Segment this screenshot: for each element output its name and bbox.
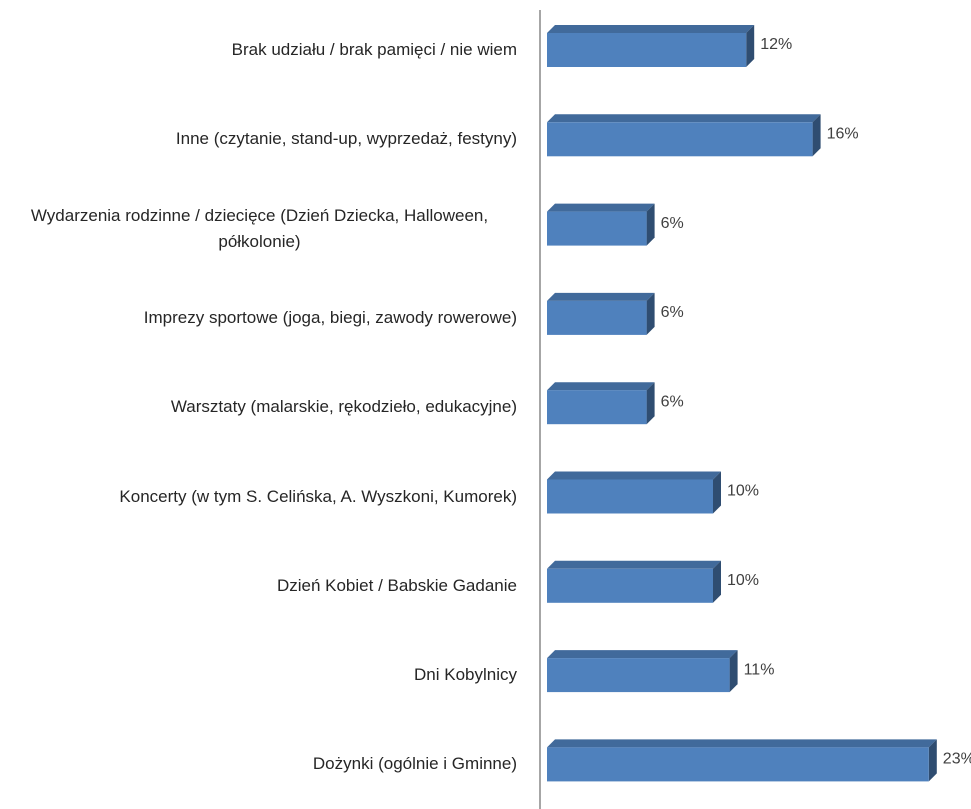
bar-side [812,114,821,157]
bar [547,114,821,157]
data-label: 6% [661,304,684,321]
data-label: 6% [661,393,684,410]
bar-front [547,300,647,335]
category-label: Imprezy sportowe (joga, biegi, zawody ro… [143,307,517,327]
category-label-box: Brak udziału / brak pamięci / nie wiem [0,20,517,80]
category-label: Brak udziału / brak pamięci / nie wiem [231,40,517,59]
bar [547,560,721,603]
category-label: Dożynki (ogólnie i Gminne) [312,754,517,774]
data-label: 11% [744,661,775,678]
data-label: 6% [661,215,684,232]
bar-side [646,292,655,335]
bar-front [547,658,730,693]
bar-top [547,25,755,33]
bar-front [547,747,929,782]
data-label: 23% [943,751,971,768]
bar-top [547,382,655,391]
bar [547,203,655,246]
category-label-box: Dzień Kobiet / Babskie Gadanie [0,556,517,616]
bar-top [547,471,721,480]
category-label: Koncerty (w tym S. Celińska, A. Wyszkoni… [119,486,517,506]
bar-top [547,114,821,123]
category-label-box: Wydarzenia rodzinne / dziecięce (Dzień D… [0,199,517,259]
bar-side [713,471,721,514]
data-label: 10% [727,483,759,500]
bar [547,292,655,335]
data-label: 10% [727,572,759,589]
bar-front [547,211,647,246]
category-label: Warsztaty (malarskie, rękodzieło, edukac… [170,397,517,417]
category-label: Dni Kobylnicy [414,665,517,685]
category-label: Inne (czytanie, stand-up, wyprzedaż, fes… [175,129,517,149]
bar-top [547,650,738,659]
bar-side [713,560,721,603]
bar-front [547,33,747,67]
category-label-box: Dni Kobylnicy [0,645,517,705]
bar-top [547,203,655,212]
data-label: 16% [827,126,859,143]
bar [547,25,755,67]
bar-top [547,560,721,569]
bar-side [746,25,755,67]
category-label: Dzień Kobiet / Babskie Gadanie [276,575,517,595]
bar-front [547,122,813,157]
bar [547,382,655,425]
data-label: 12% [760,36,792,53]
bar [547,650,738,693]
bar-side [729,650,738,693]
category-label-box: Inne (czytanie, stand-up, wyprzedaż, fes… [0,109,517,169]
bar-top [547,739,937,748]
bar-front [547,479,713,514]
category-label: Wydarzenia rodzinne / dziecięce (Dzień D… [30,205,489,251]
category-label-box: Koncerty (w tym S. Celińska, A. Wyszkoni… [0,467,517,527]
bar [547,471,721,514]
category-label-box: Warsztaty (malarskie, rękodzieło, edukac… [0,377,517,437]
bar-side [928,739,937,782]
category-label-box: Dożynki (ogólnie i Gminne) [0,734,517,794]
bar-top [547,292,655,301]
bar-front [547,568,713,603]
bar-front [547,390,647,425]
bar-side [646,382,655,425]
bar-side [646,203,655,246]
bar [547,739,937,782]
category-label-box: Imprezy sportowe (joga, biegi, zawody ro… [0,288,517,348]
